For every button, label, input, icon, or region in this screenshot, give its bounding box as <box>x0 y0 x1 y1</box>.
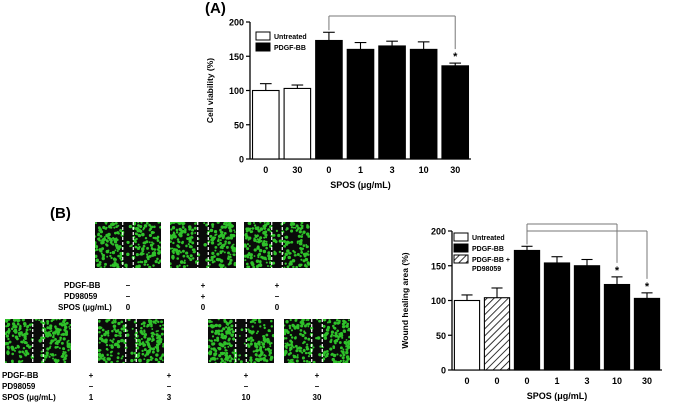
row2-pdgf-label: PDGF-BB <box>2 371 39 380</box>
y-tick-label: 200 <box>229 18 244 28</box>
legend-label: PDGF-BB <box>472 246 504 253</box>
bar <box>378 45 406 160</box>
wound-micrograph-row2-2 <box>98 319 164 363</box>
bar <box>441 65 470 160</box>
bar <box>283 87 312 160</box>
row2-col3-spos: 10 <box>241 393 251 402</box>
legend-label: PDGF-BB + <box>472 257 510 264</box>
legend-label: Untreated <box>472 235 505 242</box>
legend-swatch <box>255 31 271 41</box>
y-tick-label: 50 <box>234 120 244 130</box>
x-tick-label: 0 <box>326 165 331 175</box>
row2-col1-spos: 1 <box>88 393 94 402</box>
row1-col2-pdgf: + <box>200 281 206 290</box>
bar <box>409 48 438 160</box>
row1-col1-spos: 0 <box>125 303 131 312</box>
y-tick-label: 100 <box>431 296 446 306</box>
row1-col2-pd98059: + <box>200 292 206 301</box>
row1-col1-pd98059: – <box>125 292 131 301</box>
row2-pd98059-label: PD98059 <box>2 382 36 391</box>
panel-b-label: (B) <box>50 205 71 222</box>
x-tick-label: 30 <box>642 376 652 386</box>
x-tick-label: 30 <box>450 165 460 175</box>
bar <box>483 297 511 371</box>
row2-col1-pdgf: + <box>88 371 94 380</box>
row2-col2-pdgf: + <box>166 371 172 380</box>
significance-marker: * <box>453 51 458 63</box>
legend-swatch <box>453 232 469 242</box>
x-axis-label: SPOS (μg/mL) <box>527 391 588 401</box>
y-tick-label: 150 <box>431 261 446 271</box>
x-tick-label: 0 <box>524 376 529 386</box>
y-axis-label: Cell viability (%) <box>205 58 215 123</box>
legend-swatch <box>255 42 271 52</box>
bar <box>543 262 571 371</box>
wound-micrograph-row1-2 <box>170 222 236 268</box>
row2-spos-label: SPOS (μg/mL) <box>2 393 56 402</box>
wound-micrograph-row2-3 <box>208 319 274 363</box>
significance-marker: * <box>645 281 650 293</box>
row2-col4-pd98059: – <box>314 382 320 391</box>
x-tick-label: 10 <box>612 376 622 386</box>
significance-marker: * <box>615 265 620 277</box>
y-tick-label: 0 <box>239 155 244 165</box>
bar <box>346 48 375 160</box>
row1-col1-pdgf: – <box>125 281 131 290</box>
y-tick-label: 100 <box>229 86 244 96</box>
row1-pd98059-label: PD98059 <box>64 292 98 301</box>
row2-col4-spos: 30 <box>312 393 322 402</box>
bar <box>603 283 631 371</box>
legend-label: PDGF-BB <box>274 45 306 52</box>
row2-col4-pdgf: + <box>314 371 320 380</box>
row1-col3-pdgf: + <box>274 281 280 290</box>
bar <box>251 89 280 160</box>
row1-col2-spos: 0 <box>200 303 206 312</box>
legend-label: PD98059 <box>472 266 501 273</box>
x-tick-label: 1 <box>358 165 363 175</box>
x-tick-label: 0 <box>263 165 268 175</box>
bar <box>573 265 601 371</box>
wound-micrograph-row2-4 <box>284 319 350 363</box>
row2-col3-pd98059: – <box>243 382 249 391</box>
row1-col3-pd98059: – <box>274 292 280 301</box>
y-tick-label: 200 <box>431 227 446 237</box>
row1-spos-label: SPOS (μg/mL) <box>58 303 112 312</box>
panel-a-label: (A) <box>205 0 226 17</box>
wound-healing-chart: 0 50 100 150 200 Wound healing area (%) 0 0 0 1 3 1… <box>400 223 662 401</box>
legend-swatch <box>453 254 469 264</box>
legend-label: Untreated <box>274 34 307 41</box>
wound-micrograph-row2-1 <box>5 319 71 363</box>
y-tick-label: 150 <box>229 52 244 62</box>
bar <box>453 299 481 371</box>
x-tick-label: 3 <box>584 376 589 386</box>
wound-micrograph-row1-3 <box>244 222 310 268</box>
x-tick-label: 3 <box>390 165 395 175</box>
x-tick-label: 10 <box>419 165 429 175</box>
cell-viability-chart: 0 50 100 150 200 Cell viability (%) 0 30 0 1 3 10 30… <box>205 15 471 190</box>
bar <box>315 39 343 160</box>
row2-col1-pd98059: – <box>88 382 94 391</box>
row2-col2-pd98059: – <box>166 382 172 391</box>
bar <box>513 249 541 371</box>
row2-col3-pdgf: + <box>243 371 249 380</box>
x-tick-label: 1 <box>554 376 559 386</box>
legend-swatch <box>453 243 469 253</box>
row1-pdgf-label: PDGF-BB <box>64 281 101 290</box>
bar <box>633 297 661 371</box>
row1-col3-spos: 0 <box>274 303 280 312</box>
y-tick-label: 50 <box>436 331 446 341</box>
row2-col2-spos: 3 <box>166 393 172 402</box>
y-axis-label: Wound healing area (%) <box>400 252 410 348</box>
x-tick-label: 30 <box>292 165 302 175</box>
y-tick-label: 0 <box>441 366 446 376</box>
x-tick-label: 0 <box>494 376 499 386</box>
wound-micrograph-row1-1 <box>95 222 161 268</box>
x-axis-label: SPOS (μg/mL) <box>330 180 391 190</box>
x-tick-label: 0 <box>464 376 469 386</box>
